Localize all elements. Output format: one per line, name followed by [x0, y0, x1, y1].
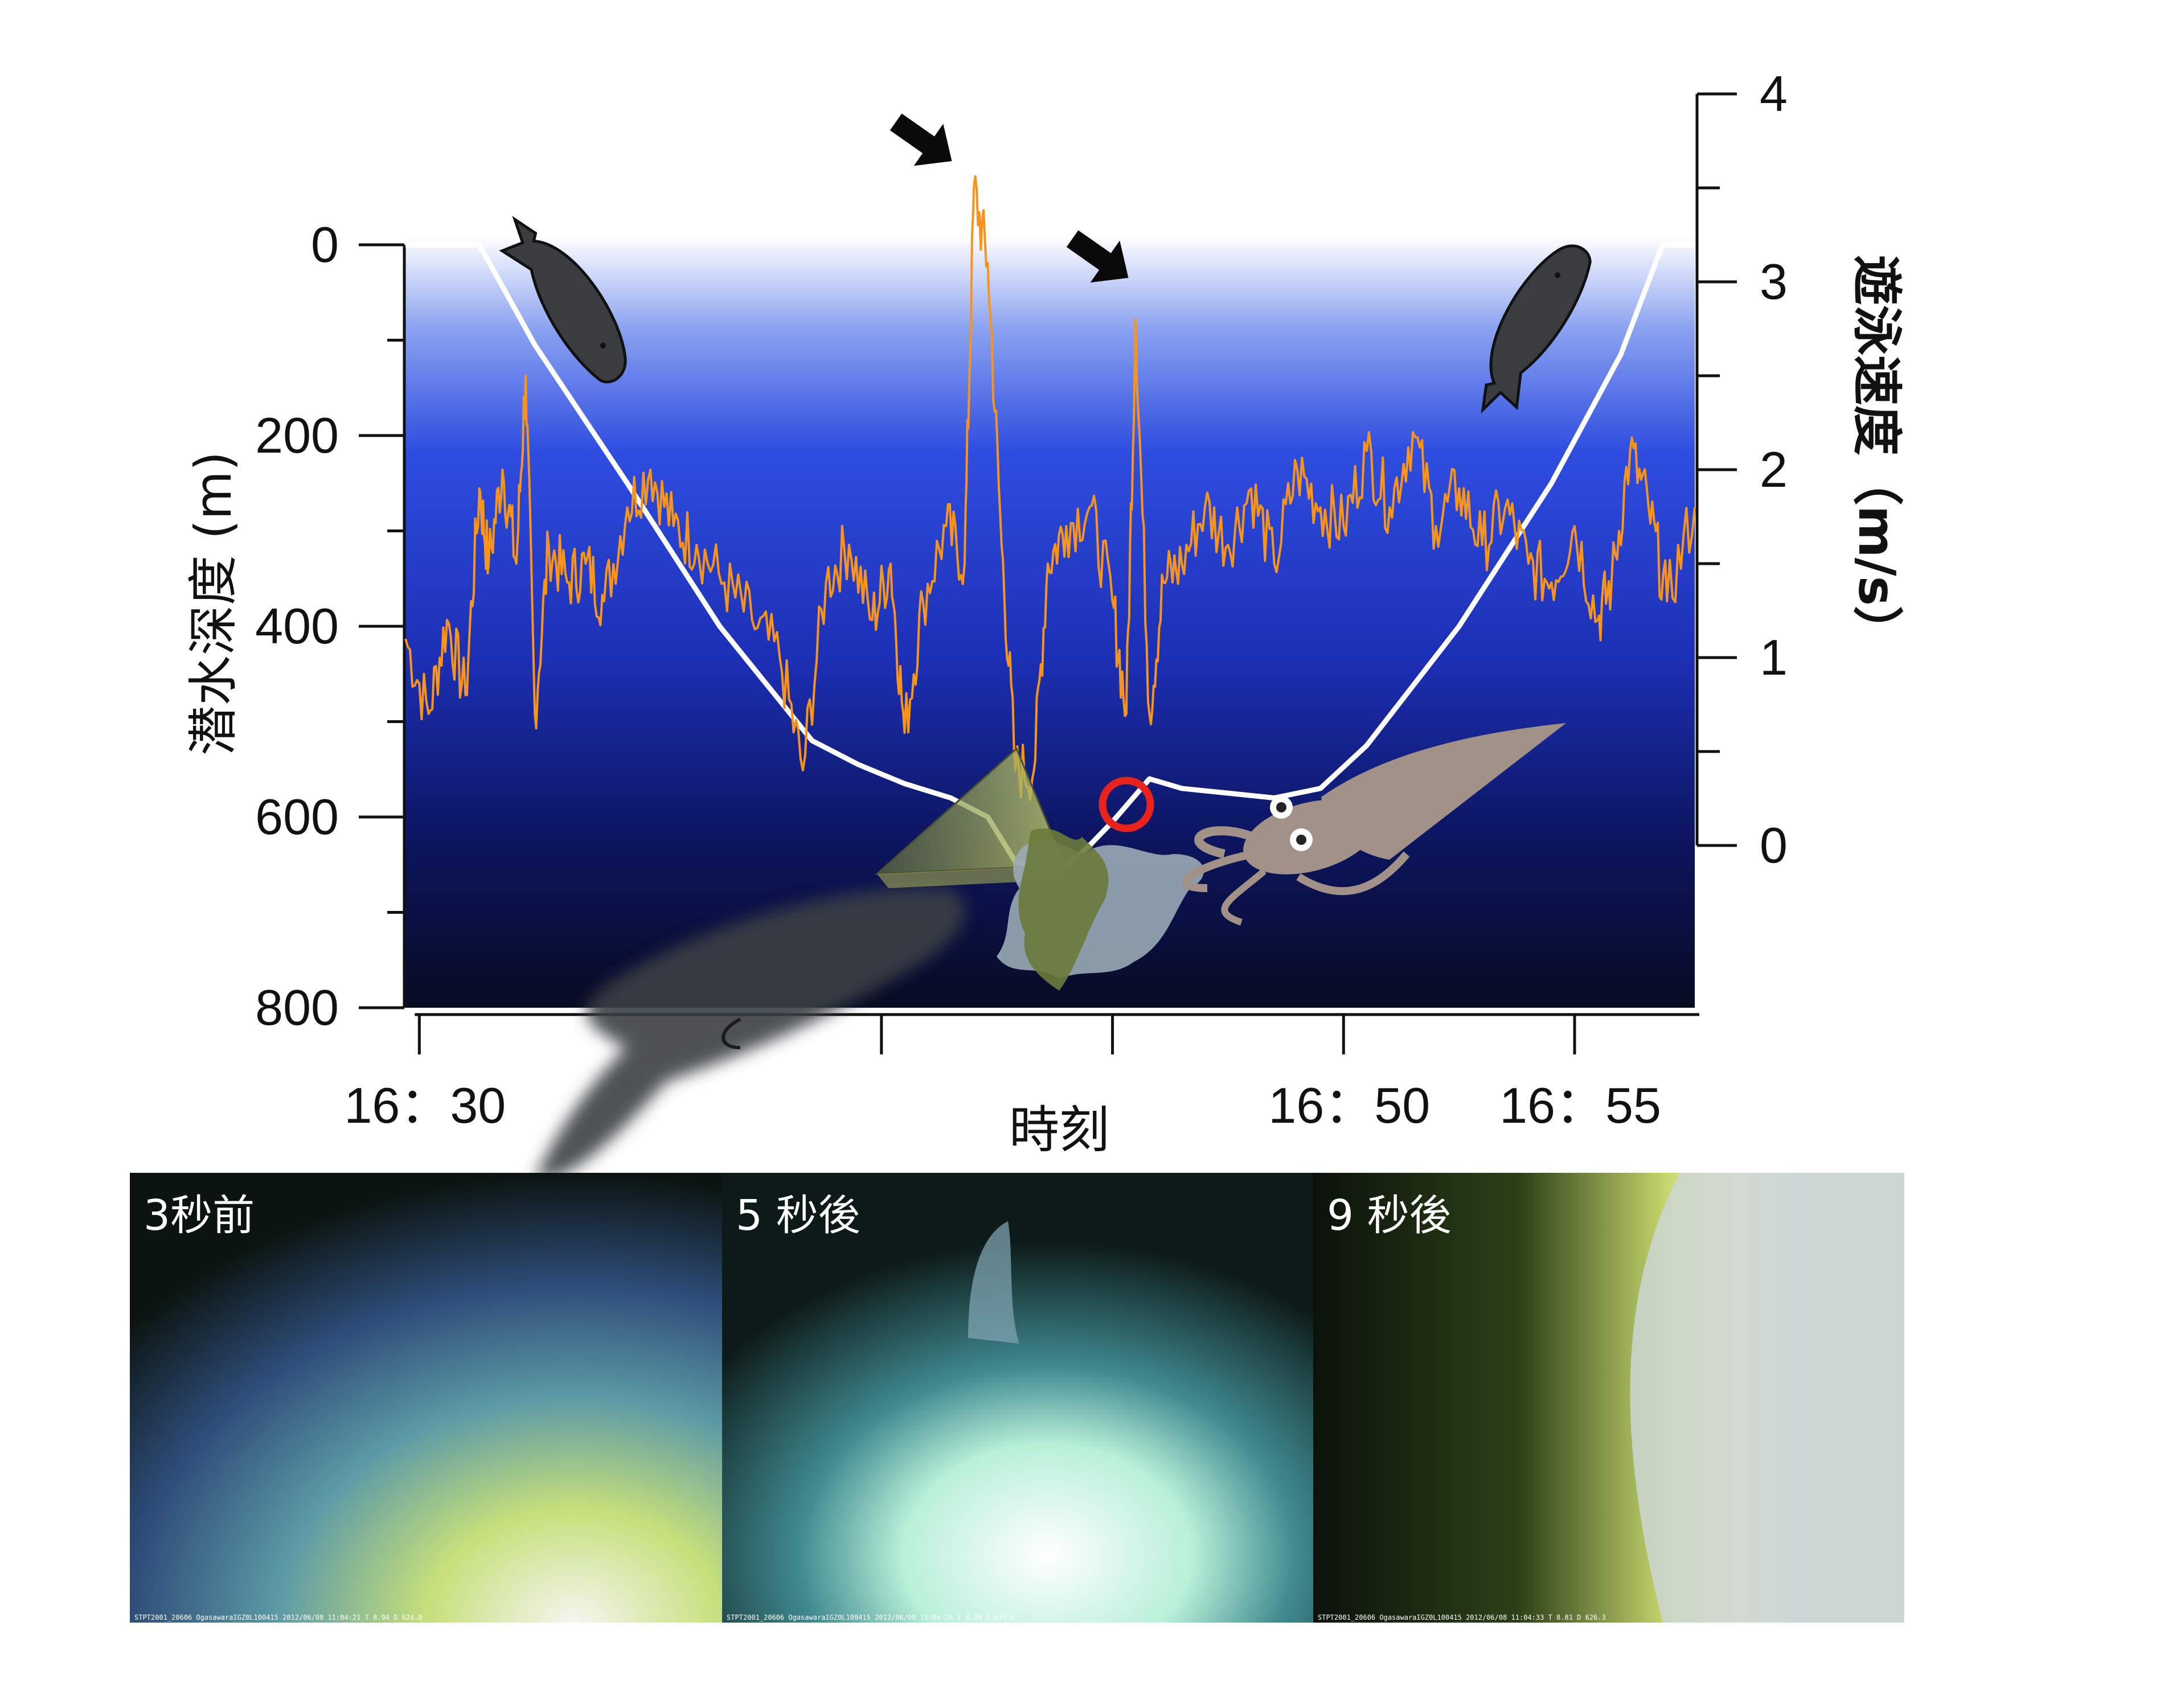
- photo-strip: 3秒前 STPT2001_20606 OgasawaraIGZ0L100415 …: [130, 1173, 1904, 1623]
- arrow-icon-peak-2: [1066, 230, 1129, 283]
- bottom-axis-tick-label: 16：50: [1268, 1077, 1430, 1134]
- photo-panel-2-caption: STPT2001_20606 OgasawaraIGZ0L100415 2012…: [727, 1613, 1015, 1621]
- left-axis-tick-label: 600: [255, 789, 339, 845]
- photo-panel-3-caption: STPT2001_20606 OgasawaraIGZ0L100415 2012…: [1318, 1613, 1606, 1621]
- right-axis-tick-label: 2: [1760, 441, 1788, 498]
- left-axis-title: 潜水深度 (m): [184, 451, 243, 756]
- whale-body-shape: [1630, 1173, 1904, 1623]
- bottom-axis-tick-label: 16：30: [344, 1077, 506, 1134]
- photo-panel-3-label: 9 秒後: [1327, 1191, 1452, 1240]
- left-axis-tick-label: 200: [255, 407, 339, 463]
- left-axis: 0 200 400 600 800: [255, 216, 406, 1036]
- right-axis-tick-label: 1: [1760, 629, 1788, 685]
- ink-cloud-green: [1018, 828, 1109, 991]
- whale-eye-shadow: [722, 1017, 741, 1049]
- right-axis: 0 1 2 3 4: [1695, 65, 1788, 873]
- bottom-axis-tick-label: 16：55: [1499, 1077, 1661, 1134]
- photo-panel-2-label: 5 秒後: [736, 1191, 860, 1240]
- sperm-whale-ascending-icon: [1481, 244, 1592, 414]
- left-axis-tick-label: 400: [255, 598, 339, 654]
- x-axis-title: 時刻: [1009, 1101, 1109, 1159]
- right-axis-tick-label: 3: [1760, 253, 1788, 310]
- whale-shadow-icon: [535, 887, 965, 1179]
- left-axis-tick-label: 800: [255, 979, 339, 1036]
- photo-panel-2: 5 秒後 STPT2001_20606 OgasawaraIGZ0L100415…: [722, 1173, 1313, 1623]
- photo-panel-1-label: 3秒前: [144, 1191, 255, 1240]
- photo-panel-1-caption: STPT2001_20606 OgasawaraIGZ0L100415 2012…: [134, 1613, 423, 1621]
- arrow-icon-peak-1: [890, 113, 952, 166]
- right-axis-title: 遊泳速度（m/s）: [1847, 255, 1906, 656]
- sperm-whale-descending-icon: [499, 216, 627, 384]
- right-axis-tick-label: 4: [1760, 65, 1788, 122]
- photo-panel-3: 9 秒後 STPT2001_20606 OgasawaraIGZ0L100415…: [1313, 1173, 1904, 1623]
- photo-panel-1: 3秒前 STPT2001_20606 OgasawaraIGZ0L100415 …: [130, 1173, 722, 1623]
- red-marker-circle: [1099, 777, 1154, 832]
- right-axis-tick-label: 0: [1760, 817, 1788, 873]
- whale-fin-shape: [968, 1221, 1019, 1344]
- giant-squid-icon: [1182, 723, 1566, 926]
- left-axis-tick-label: 0: [311, 216, 339, 273]
